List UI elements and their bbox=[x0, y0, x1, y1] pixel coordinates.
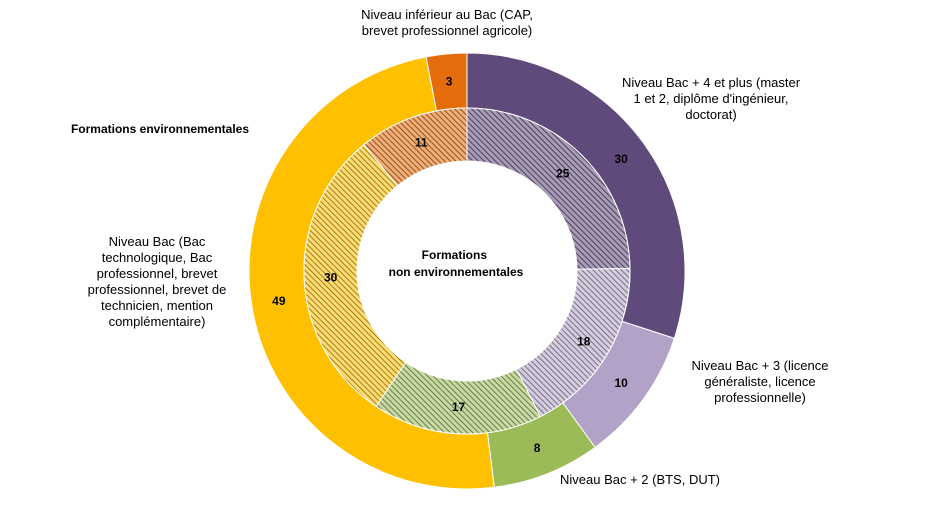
outer-value-label-bac-plus-3: 10 bbox=[614, 376, 628, 390]
inner-slice-tint-inferieur-bac bbox=[363, 107, 468, 187]
outer-value-label-bac-plus-2: 8 bbox=[534, 441, 541, 455]
inner-value-label-bac-plus-3: 18 bbox=[577, 335, 591, 349]
category-label-inferieur-bac: Niveau inférieur au Bac (CAP, brevet prof… bbox=[361, 7, 533, 38]
outer-value-label-inferieur-bac: 3 bbox=[446, 74, 453, 88]
inner-ring-label: Formations non environnementales bbox=[389, 248, 524, 279]
category-label-bac: Niveau Bac (Bac technologique, Bac profess… bbox=[88, 234, 227, 329]
inner-value-label-bac: 30 bbox=[324, 270, 338, 284]
category-label-bac-plus-4: Niveau Bac + 4 et plus (master 1 et 2, di… bbox=[622, 75, 801, 122]
category-labels: Niveau Bac + 4 et plus (master 1 et 2, di… bbox=[88, 7, 829, 487]
value-labels: 30 10 8 49 3 25 18 17 30 11 bbox=[272, 74, 628, 455]
outer-ring-label: Formations environnementales bbox=[71, 122, 249, 136]
inner-ring bbox=[303, 107, 631, 435]
outer-value-label-bac-plus-4: 30 bbox=[614, 152, 628, 166]
inner-slice-tint-bac bbox=[303, 143, 407, 408]
inner-value-label-bac-plus-4: 25 bbox=[556, 167, 570, 181]
category-label-bac-plus-3: Niveau Bac + 3 (licence généraliste, lice… bbox=[692, 358, 829, 405]
outer-value-label-bac: 49 bbox=[272, 294, 286, 308]
inner-value-label-bac-plus-2: 17 bbox=[452, 400, 466, 414]
category-label-bac-plus-2: Niveau Bac + 2 (BTS, DUT) bbox=[560, 472, 720, 487]
inner-value-label-inferieur-bac: 11 bbox=[415, 135, 428, 149]
